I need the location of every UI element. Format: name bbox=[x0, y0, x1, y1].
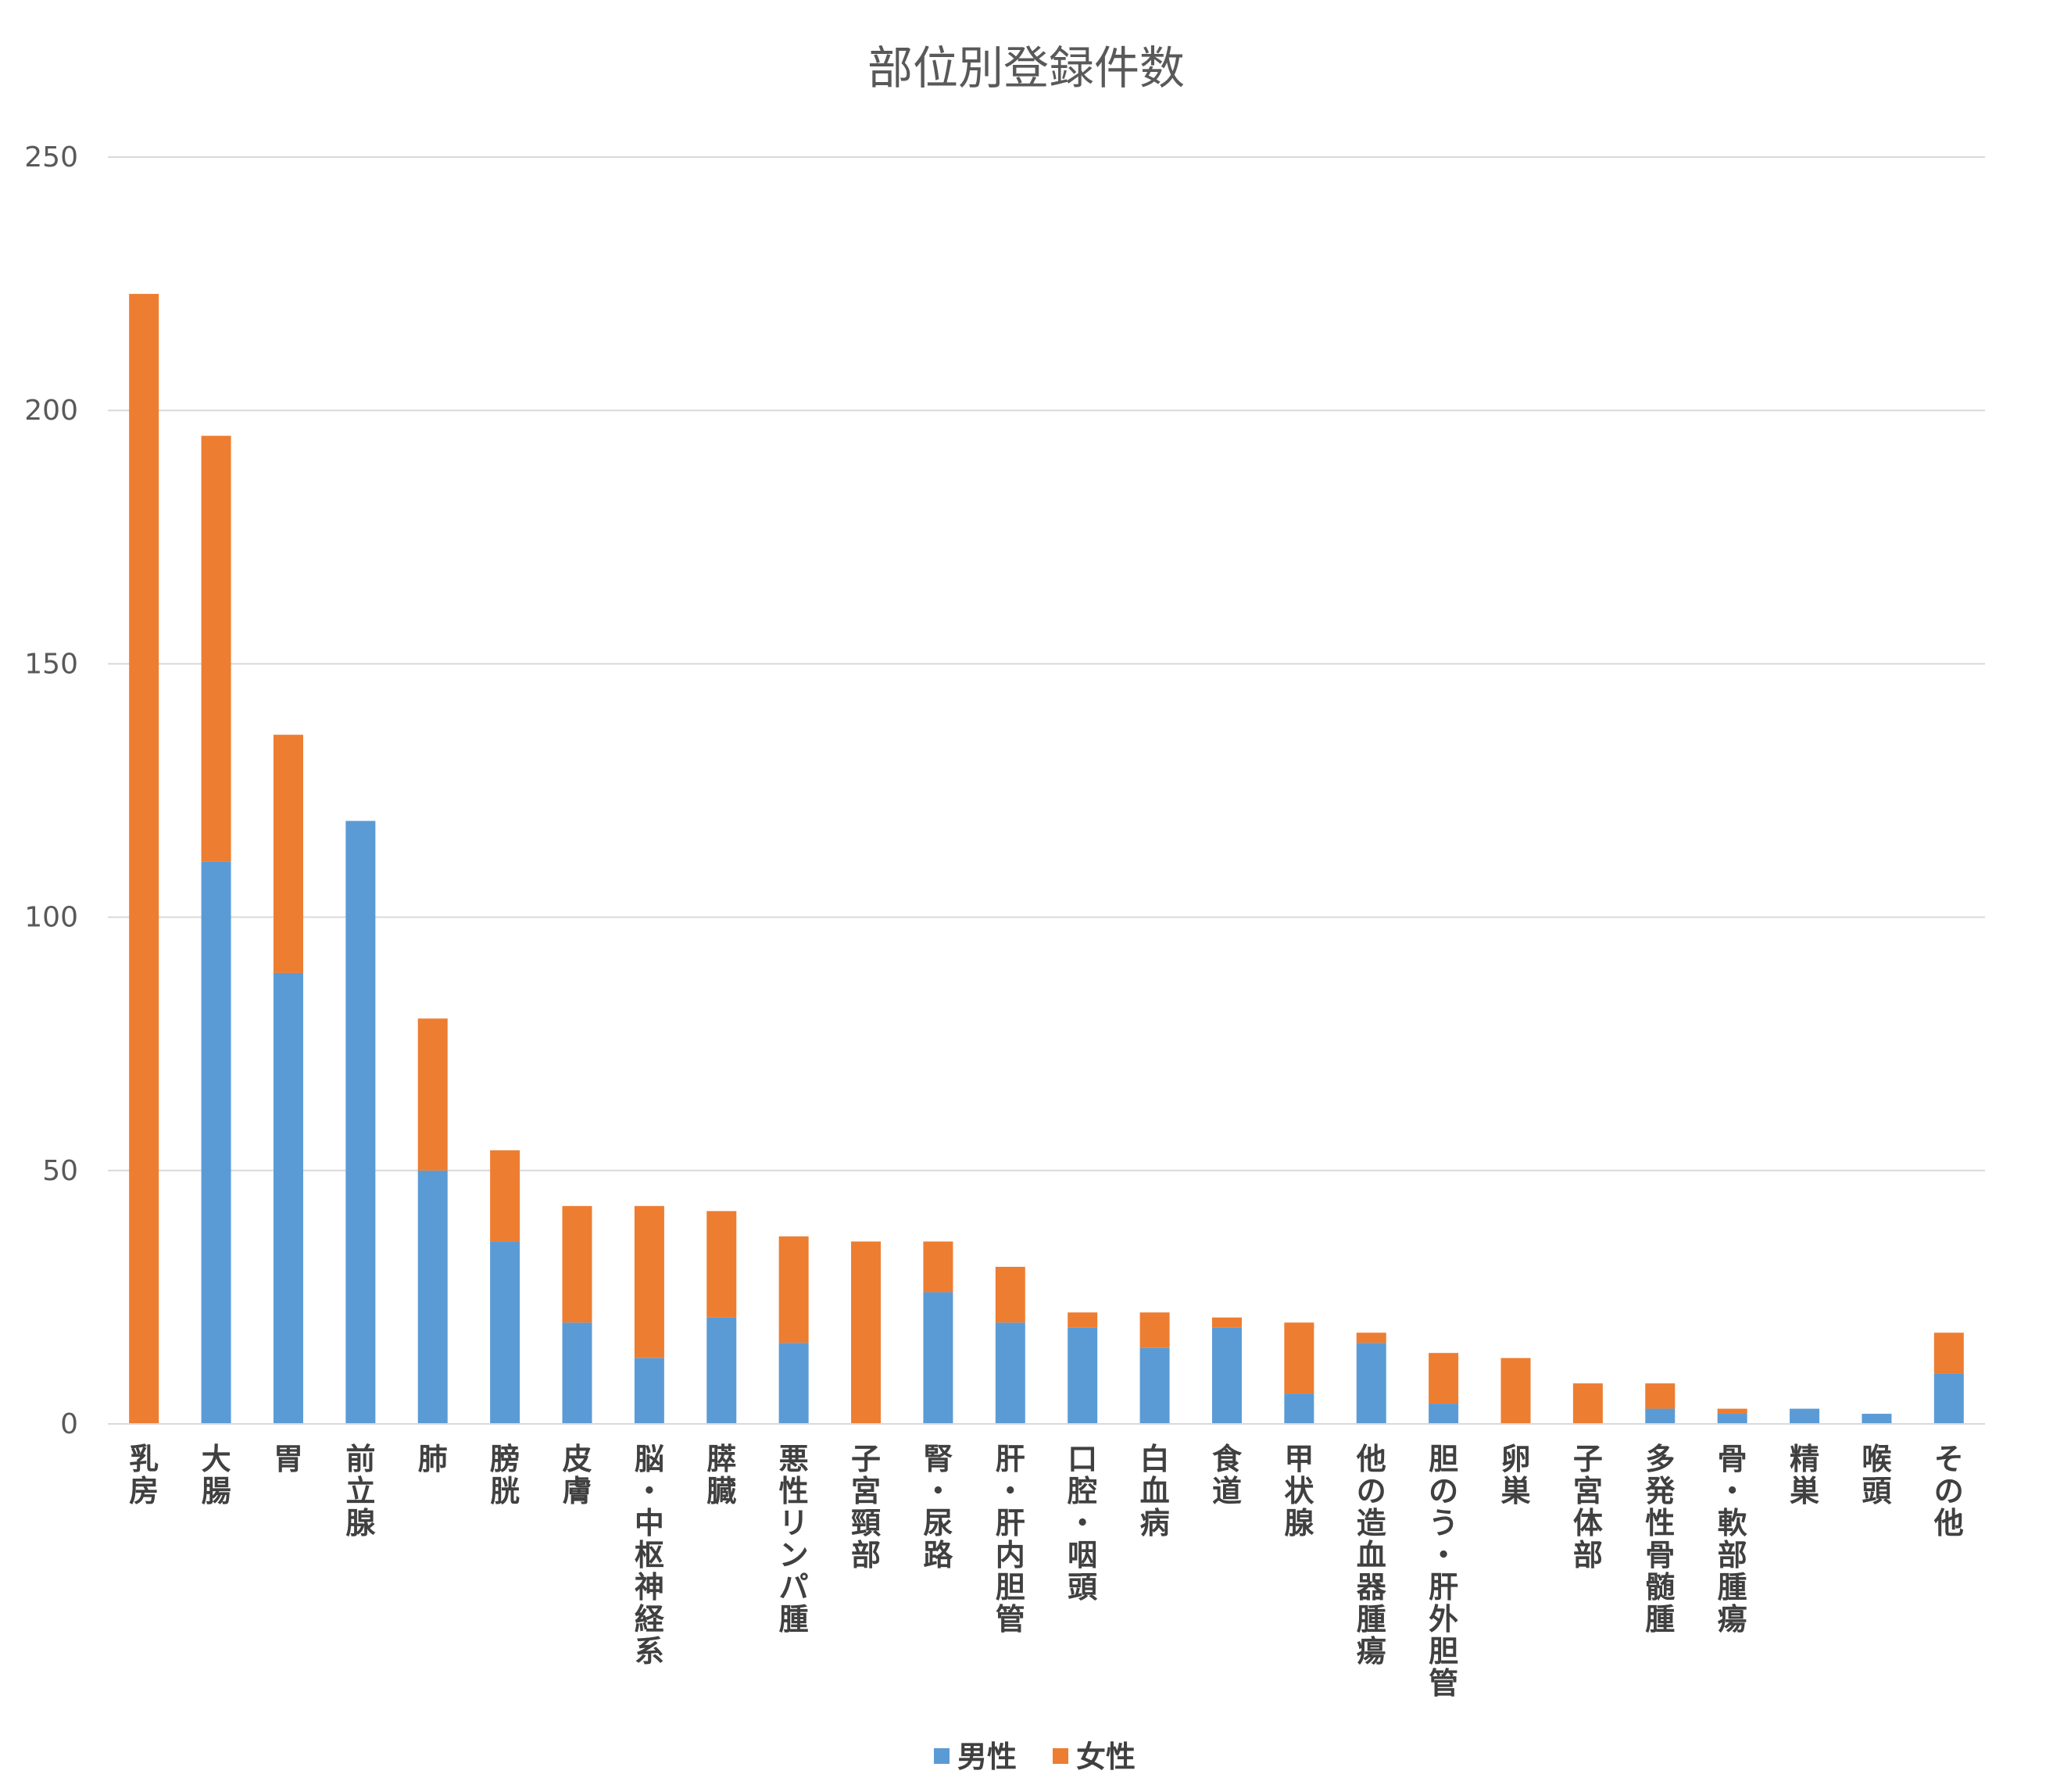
legend-label: 男性 bbox=[957, 1740, 1017, 1774]
bar-segment-female bbox=[129, 294, 159, 1424]
x-tick-label: 肺 bbox=[418, 1442, 448, 1476]
x-tick-label: 子宮頸部 bbox=[851, 1442, 881, 1572]
x-tick-label: 骨・軟部腫瘍 bbox=[1718, 1442, 1748, 1636]
bar-segment-male bbox=[1790, 1408, 1820, 1424]
y-tick-label: 150 bbox=[24, 648, 78, 680]
x-tick-label: 脳・中枢神経系 bbox=[635, 1442, 665, 1669]
bar-segment-female bbox=[851, 1241, 882, 1424]
bar-segment-male bbox=[417, 1170, 448, 1424]
bar-segment-female bbox=[923, 1241, 953, 1293]
bar-segment-male bbox=[1211, 1327, 1242, 1424]
bar-segment-female bbox=[490, 1150, 520, 1242]
bar-segment-male bbox=[1284, 1393, 1314, 1424]
bar-segment-female bbox=[417, 1018, 448, 1171]
bar-segment-male bbox=[1356, 1343, 1386, 1424]
bar-segment-female bbox=[273, 735, 303, 973]
x-tick-label: 前立腺 bbox=[345, 1442, 376, 1540]
bar-segment-male bbox=[778, 1343, 809, 1424]
x-tick-label: 卵巣 bbox=[1500, 1442, 1530, 1508]
bar-segment-female bbox=[1500, 1357, 1531, 1424]
bar-segment-male bbox=[345, 821, 376, 1424]
bar-segment-female bbox=[1933, 1332, 1964, 1374]
bar-segment-female bbox=[1356, 1332, 1386, 1343]
y-tick-label: 250 bbox=[24, 141, 78, 173]
bar-segment-male bbox=[1139, 1347, 1170, 1424]
bar-segment-female bbox=[1139, 1312, 1170, 1348]
bar-segment-female bbox=[562, 1206, 592, 1323]
x-tick-label: 白血病 bbox=[1140, 1442, 1170, 1540]
x-tick-label: 乳房 bbox=[129, 1442, 159, 1508]
bar-segment-female bbox=[706, 1211, 737, 1318]
bar-segment-male bbox=[562, 1322, 592, 1424]
bar-segment-male bbox=[706, 1317, 737, 1424]
bar-segment-male bbox=[1068, 1327, 1098, 1424]
x-tick-label: 精巣 bbox=[1790, 1442, 1819, 1508]
x-tick-label: 口腔・咽頭 bbox=[1067, 1442, 1098, 1604]
y-axis-ticks: 0 50 100 150 200 250 bbox=[24, 141, 78, 1440]
x-tick-label: 皮膚 bbox=[562, 1442, 592, 1508]
bar-segment-male bbox=[995, 1322, 1025, 1424]
bar-segment-female bbox=[1429, 1353, 1459, 1404]
bar-segment-female bbox=[1572, 1383, 1603, 1424]
bar-segment-male bbox=[1862, 1414, 1892, 1424]
legend: 男性 女性 bbox=[934, 1740, 1136, 1774]
bar-segment-male bbox=[1429, 1404, 1459, 1424]
chart-title: 部位別登録件数 bbox=[867, 41, 1185, 95]
x-tick-label: 胆のう・肝外胆管 bbox=[1429, 1442, 1458, 1701]
bar-segment-female bbox=[634, 1206, 664, 1358]
bar-segment-male bbox=[490, 1241, 520, 1424]
bar-segment-male bbox=[923, 1292, 953, 1424]
x-tick-label: その他 bbox=[1933, 1442, 1964, 1540]
bar-segment-female bbox=[995, 1266, 1025, 1323]
bar-segment-male bbox=[634, 1357, 664, 1424]
bar-segment-female bbox=[1284, 1322, 1314, 1394]
bar-segment-female bbox=[1211, 1317, 1242, 1328]
bar-segment-male bbox=[201, 861, 231, 1424]
bar-segment-female bbox=[201, 435, 231, 862]
x-tick-label: 膵臓 bbox=[706, 1442, 736, 1508]
x-tick-label: 肝・肝内胆管 bbox=[996, 1442, 1025, 1636]
bar-segment-male bbox=[1717, 1414, 1747, 1424]
x-tick-label: 膀胱 bbox=[490, 1442, 520, 1508]
x-tick-label: 胃 bbox=[274, 1442, 303, 1476]
bars bbox=[129, 294, 1964, 1424]
legend-swatch bbox=[1053, 1748, 1068, 1764]
legend-swatch bbox=[934, 1748, 950, 1764]
bar-segment-male bbox=[273, 972, 303, 1424]
bar-segment-female bbox=[1068, 1312, 1098, 1328]
bar-segment-female bbox=[1717, 1408, 1747, 1415]
y-tick-label: 0 bbox=[60, 1408, 78, 1440]
x-tick-label: 喉頭 bbox=[1862, 1442, 1892, 1508]
y-tick-label: 200 bbox=[24, 395, 78, 427]
x-tick-label: 腎・尿路 bbox=[923, 1442, 953, 1572]
legend-label: 女性 bbox=[1076, 1740, 1136, 1774]
bar-segment-male bbox=[1933, 1373, 1964, 1424]
x-tick-label: 子宮体部 bbox=[1573, 1442, 1603, 1572]
y-tick-label: 100 bbox=[24, 902, 78, 934]
x-tick-label: 多発性骨髄腫 bbox=[1645, 1442, 1676, 1636]
x-tick-label: 他の造血器腫瘍 bbox=[1356, 1442, 1387, 1669]
x-tick-label: 悪性リンパ腫 bbox=[779, 1442, 809, 1636]
x-tick-label: 甲状腺 bbox=[1284, 1442, 1314, 1540]
x-tick-label: 大腸 bbox=[202, 1442, 231, 1508]
bar-segment-female bbox=[778, 1236, 809, 1343]
bar-segment-female bbox=[1645, 1383, 1676, 1409]
x-tick-label: 食道 bbox=[1212, 1442, 1243, 1508]
bar-segment-male bbox=[1645, 1408, 1676, 1424]
gridlines bbox=[108, 156, 1985, 1171]
y-tick-label: 50 bbox=[42, 1155, 78, 1187]
